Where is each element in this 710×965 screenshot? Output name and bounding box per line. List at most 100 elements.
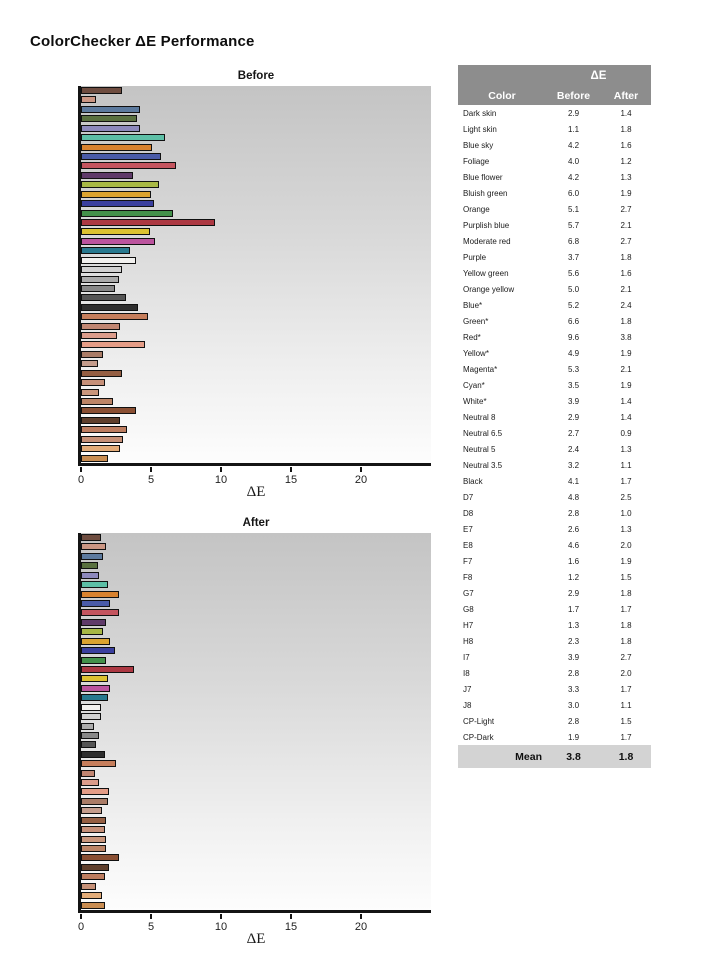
table-row-h8: H8 2.3 1.8 — [458, 633, 651, 649]
after-value-cell: 1.6 — [620, 140, 632, 150]
table-row-green: Green* 6.6 1.8 — [458, 313, 651, 329]
mean-before-value: 3.8 — [566, 750, 581, 763]
after-value-cell: 1.3 — [620, 524, 632, 534]
before-value-cell: 4.2 — [567, 140, 580, 150]
before-value-cell: 4.8 — [567, 492, 580, 502]
x-tick-label: 0 — [77, 474, 85, 486]
after-plot-area — [78, 533, 431, 913]
table-row-i8: I8 2.8 2.0 — [458, 665, 651, 681]
before-value-cell: 1.6 — [567, 556, 580, 566]
bar-blue-sky — [81, 552, 104, 560]
before-value-cell: 4.1 — [567, 476, 580, 486]
table-row-neutral-6-5: Neutral 6.5 2.7 0.9 — [458, 425, 651, 441]
bar-red — [81, 665, 135, 673]
before-value-cell: 6.6 — [567, 316, 580, 326]
x-tick — [360, 467, 362, 472]
before-value-cell: 6.0 — [567, 188, 580, 198]
bar-d8 — [81, 322, 121, 330]
bar-e8 — [81, 788, 109, 796]
x-tick-label: 20 — [354, 474, 368, 486]
before-value-cell: 3.3 — [567, 684, 580, 694]
bar-i7 — [81, 854, 119, 862]
table-row-j8: J8 3.0 1.1 — [458, 697, 651, 713]
bar-yellow — [81, 675, 108, 683]
after-value-cell: 1.8 — [620, 636, 632, 646]
color-name-cell: Blue* — [463, 300, 483, 310]
after-value-cell: 2.4 — [620, 300, 632, 310]
before-value-cell: 2.9 — [567, 588, 580, 598]
before-value-cell: 4.2 — [567, 172, 580, 182]
x-tick-label: 15 — [284, 921, 298, 933]
before-value-cell: 2.9 — [567, 412, 580, 422]
after-value-cell: 2.7 — [620, 236, 632, 246]
table-row-white: White* 3.9 1.4 — [458, 393, 651, 409]
bar-blue-sky — [81, 105, 140, 113]
x-tick — [290, 914, 292, 919]
bar-d7 — [81, 313, 149, 321]
x-tick — [220, 914, 222, 919]
bar-cp-light — [81, 445, 121, 453]
bar-moderate-red — [81, 162, 177, 170]
bar-f7 — [81, 797, 108, 805]
color-name-cell: H8 — [463, 636, 474, 646]
color-name-cell: Bluish green — [463, 188, 508, 198]
after-value-cell: 1.7 — [620, 732, 632, 742]
after-value-cell: 2.1 — [620, 284, 632, 294]
bar-moderate-red — [81, 609, 119, 617]
bar-light-skin — [81, 543, 107, 551]
bar-cp-dark — [81, 901, 105, 909]
after-value-cell: 1.9 — [620, 348, 632, 358]
before-value-cell: 5.2 — [567, 300, 580, 310]
color-name-cell: CP-Light — [463, 716, 495, 726]
color-name-cell: Cyan* — [463, 380, 485, 390]
after-value-cell: 2.5 — [620, 492, 632, 502]
table-row-neutral-8: Neutral 8 2.9 1.4 — [458, 409, 651, 425]
color-name-cell: G8 — [463, 604, 474, 614]
bar-purple — [81, 618, 107, 626]
bar-f7 — [81, 350, 104, 358]
chart-after: After ΔE 0 5 10 15 20 — [78, 513, 440, 963]
color-name-cell: E7 — [463, 524, 473, 534]
bar-neutral-5 — [81, 284, 115, 292]
bar-blue — [81, 200, 154, 208]
after-value-cell: 1.2 — [620, 156, 632, 166]
after-value-cell: 1.8 — [620, 316, 632, 326]
before-value-cell: 2.6 — [567, 524, 580, 534]
table-row-orange-yellow: Orange yellow 5.0 2.1 — [458, 281, 651, 297]
before-value-cell: 3.9 — [567, 652, 580, 662]
bar-j8 — [81, 435, 123, 443]
bar-dark-skin — [81, 87, 122, 94]
color-name-cell: Foliage — [463, 156, 490, 166]
before-value-cell: 5.1 — [567, 204, 580, 214]
x-tick-label: 15 — [284, 474, 298, 486]
bar-d8 — [81, 769, 95, 777]
bar-d7 — [81, 760, 116, 768]
x-tick — [80, 467, 82, 472]
bar-orange-yellow — [81, 637, 111, 645]
color-name-cell: Orange yellow — [463, 284, 515, 294]
bar-black — [81, 303, 139, 311]
bar-purplish-blue — [81, 152, 161, 160]
after-value-cell: 1.8 — [620, 252, 632, 262]
color-name-cell: Yellow* — [463, 348, 489, 358]
chart-before: Before ΔE 0 5 10 15 20 — [78, 66, 440, 511]
x-tick — [220, 467, 222, 472]
bar-purplish-blue — [81, 599, 111, 607]
table-row-blue: Blue* 5.2 2.4 — [458, 297, 651, 313]
bar-e7 — [81, 332, 118, 340]
table-mean-row: Mean 3.8 1.8 — [458, 745, 651, 768]
table-row-light-skin: Light skin 1.1 1.8 — [458, 121, 651, 137]
mean-after-value: 1.8 — [618, 750, 634, 763]
before-value-cell: 2.4 — [567, 444, 580, 454]
before-value-cell: 3.9 — [567, 396, 580, 406]
before-value-cell: 6.8 — [567, 236, 580, 246]
color-name-cell: I7 — [463, 652, 470, 662]
bar-bluish-green — [81, 581, 108, 589]
bar-g8 — [81, 826, 105, 834]
after-value-cell: 1.9 — [620, 380, 632, 390]
color-name-cell: D8 — [463, 508, 474, 518]
table-body: Dark skin 2.9 1.4 Light skin 1.1 1.8 Blue sky 4… — [458, 105, 651, 745]
table-row-i7: I7 3.9 2.7 — [458, 649, 651, 665]
delta-e-table: ΔE Color Before After Dark skin 2.9 1.4 Lig… — [458, 65, 651, 768]
before-value-cell: 3.2 — [567, 460, 580, 470]
